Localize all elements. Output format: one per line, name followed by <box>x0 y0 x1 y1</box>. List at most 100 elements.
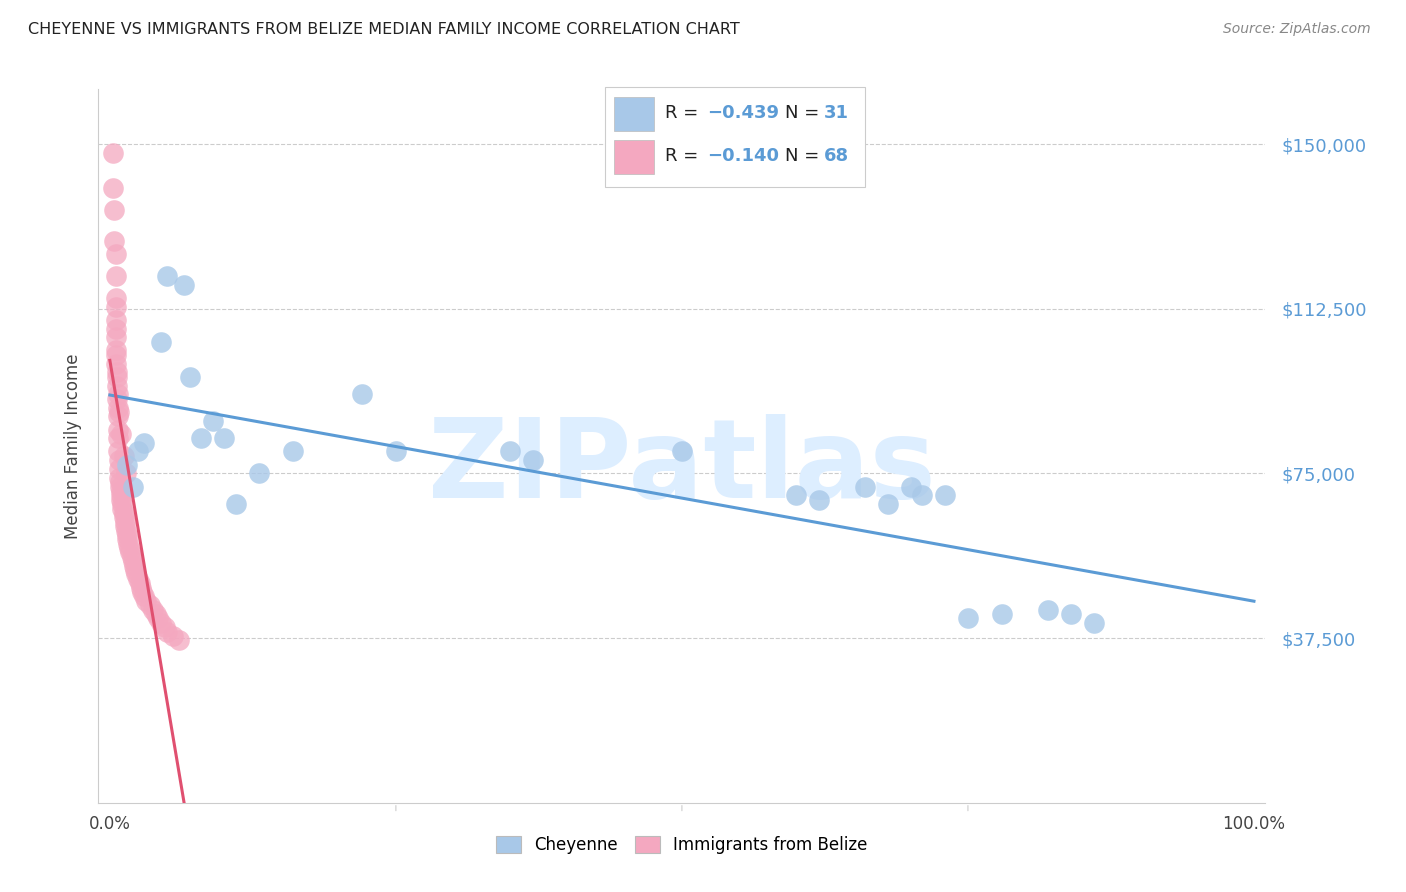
Point <box>201 414 224 428</box>
Point <box>134 590 156 604</box>
Point <box>281 444 304 458</box>
Point <box>107 387 129 401</box>
Point <box>107 401 129 415</box>
Point <box>108 475 131 490</box>
Text: R =: R = <box>665 147 704 165</box>
Point <box>911 488 934 502</box>
Point <box>190 431 212 445</box>
Point <box>173 277 195 292</box>
Point <box>105 392 128 406</box>
Point <box>105 369 128 384</box>
Point <box>108 405 131 419</box>
Point <box>104 348 127 362</box>
Point <box>167 633 190 648</box>
Point <box>115 524 138 538</box>
Point <box>111 497 134 511</box>
Text: Source: ZipAtlas.com: Source: ZipAtlas.com <box>1223 22 1371 37</box>
Point <box>120 545 142 559</box>
Point <box>156 624 179 639</box>
Point <box>1083 615 1105 630</box>
Point <box>385 444 408 458</box>
Point <box>111 501 134 516</box>
Point <box>162 629 184 643</box>
Point <box>104 268 127 283</box>
Point <box>146 611 169 625</box>
Text: N =: N = <box>785 147 824 165</box>
Point <box>145 607 167 621</box>
Text: 31: 31 <box>824 104 849 122</box>
Point <box>134 435 156 450</box>
Point <box>991 607 1014 621</box>
Point <box>139 598 162 612</box>
Point <box>108 480 131 494</box>
Point <box>104 300 127 314</box>
Point <box>122 558 145 573</box>
Point <box>110 483 132 498</box>
Point <box>114 519 136 533</box>
Point <box>107 409 129 424</box>
Point <box>499 444 522 458</box>
Point <box>110 426 132 441</box>
Legend: Cheyenne, Immigrants from Belize: Cheyenne, Immigrants from Belize <box>491 830 873 859</box>
Point <box>103 234 125 248</box>
Point <box>103 202 125 217</box>
Point <box>110 488 132 502</box>
Point <box>131 585 153 599</box>
Text: R =: R = <box>665 104 704 122</box>
Point <box>115 533 138 547</box>
Point <box>115 458 138 472</box>
Point <box>121 480 143 494</box>
Point <box>112 506 135 520</box>
Point <box>121 549 143 564</box>
Point <box>104 247 127 261</box>
Point <box>107 423 129 437</box>
Point <box>128 576 150 591</box>
Point <box>118 541 141 555</box>
Point <box>934 488 956 502</box>
Point <box>150 615 173 630</box>
Point <box>150 334 173 349</box>
Point <box>110 492 132 507</box>
Point <box>153 620 176 634</box>
Point <box>956 611 979 625</box>
Point <box>105 366 128 380</box>
Point <box>104 343 127 358</box>
Point <box>127 572 149 586</box>
Point <box>247 467 270 481</box>
Point <box>1036 602 1059 616</box>
Point <box>105 378 128 392</box>
Text: −0.439: −0.439 <box>707 104 779 122</box>
Point <box>104 330 127 344</box>
Point <box>179 369 201 384</box>
Text: N =: N = <box>785 104 824 122</box>
Point <box>135 594 157 608</box>
Point <box>107 431 129 445</box>
Point <box>350 387 373 401</box>
Point <box>103 145 125 160</box>
Point <box>225 497 247 511</box>
Point <box>121 554 143 568</box>
Point <box>115 467 138 481</box>
Point <box>124 563 146 577</box>
Point <box>107 444 129 458</box>
Point <box>876 497 898 511</box>
Point <box>108 462 131 476</box>
Point <box>671 444 693 458</box>
Point <box>214 431 236 445</box>
Point <box>104 357 127 371</box>
Point <box>853 480 876 494</box>
Point <box>108 471 131 485</box>
Point <box>522 453 544 467</box>
Point <box>808 492 831 507</box>
Point <box>142 602 165 616</box>
Text: 68: 68 <box>824 147 849 165</box>
Text: CHEYENNE VS IMMIGRANTS FROM BELIZE MEDIAN FAMILY INCOME CORRELATION CHART: CHEYENNE VS IMMIGRANTS FROM BELIZE MEDIA… <box>28 22 740 37</box>
Point <box>127 444 149 458</box>
Point <box>785 488 807 502</box>
Point <box>108 453 131 467</box>
Point <box>112 510 135 524</box>
Point <box>114 515 136 529</box>
Point <box>103 181 125 195</box>
Point <box>900 480 922 494</box>
Text: ZIPatlas: ZIPatlas <box>427 414 936 521</box>
